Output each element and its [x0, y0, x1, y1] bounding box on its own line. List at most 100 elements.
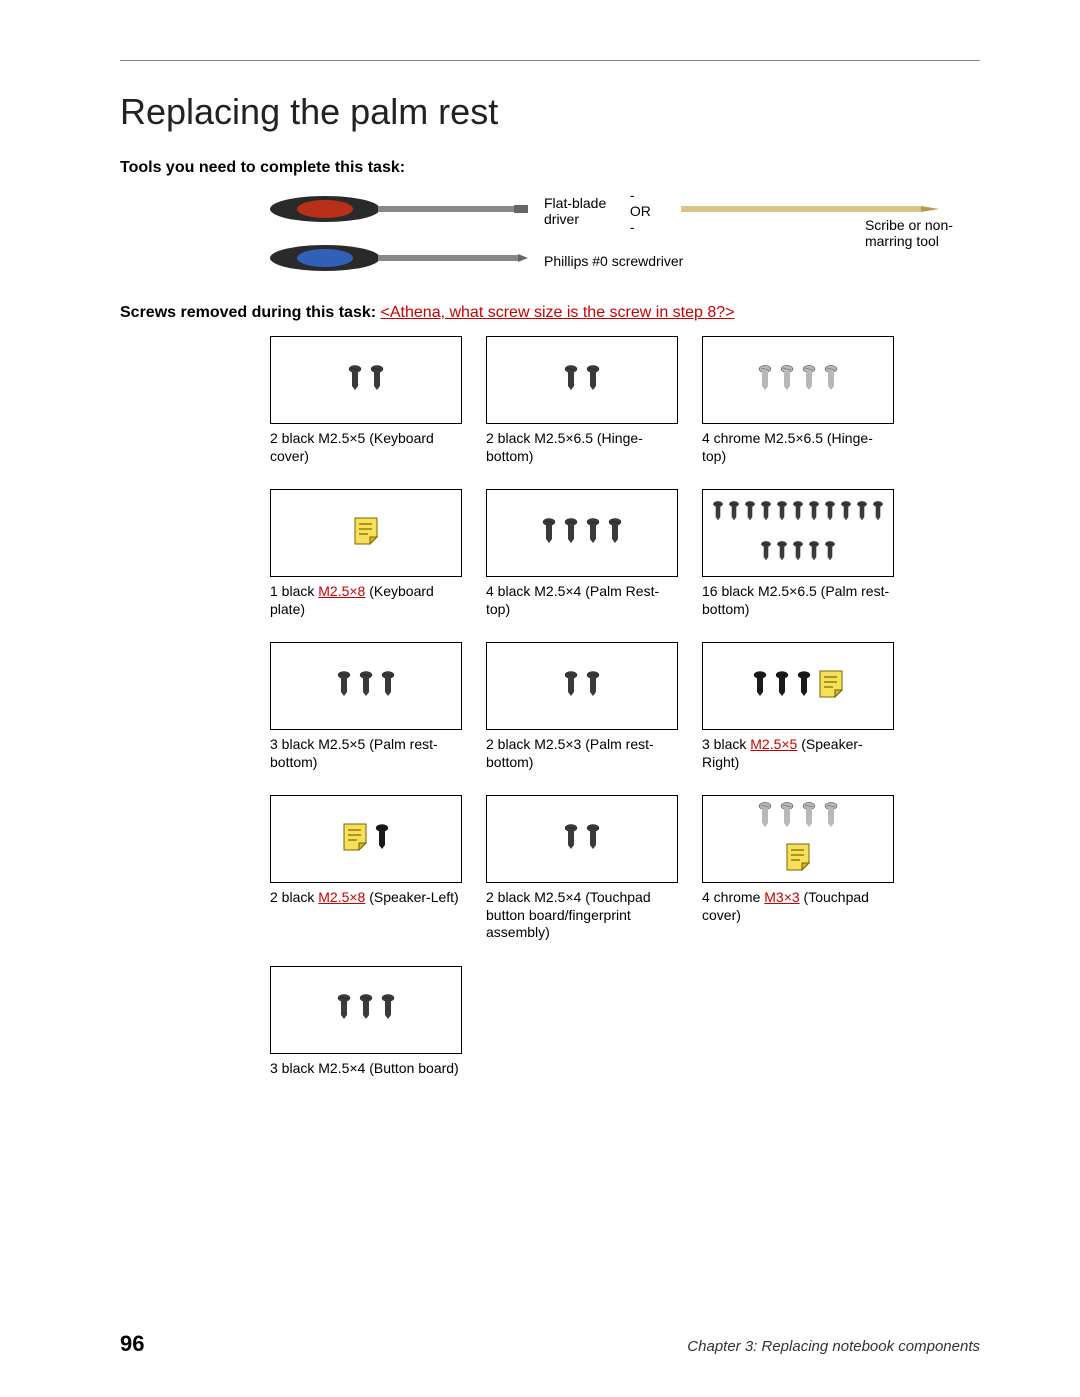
screw-icon — [348, 365, 362, 396]
screw-cell: 4 chrome M3×3 (Touchpad cover) — [702, 795, 894, 942]
screw-icon — [855, 501, 869, 526]
screw-icon — [839, 501, 853, 526]
phillips-driver-icon — [270, 243, 530, 278]
screw-icon — [727, 501, 741, 526]
screw-caption: 4 chrome M3×3 (Touchpad cover) — [702, 889, 894, 924]
screw-icon — [564, 518, 578, 549]
screw-cell: 2 black M2.5×6.5 (Hinge-bottom) — [486, 336, 678, 465]
page-footer: 96 Chapter 3: Replacing notebook compone… — [120, 1331, 980, 1357]
screw-cell: 3 black M2.5×4 (Button board) — [270, 966, 462, 1078]
screw-box — [702, 336, 894, 424]
screw-icon — [586, 365, 600, 396]
screw-box — [702, 642, 894, 730]
screw-icon — [564, 671, 578, 702]
screw-icon — [586, 824, 600, 855]
screw-icon — [775, 541, 789, 566]
screw-icon — [711, 501, 725, 526]
screw-caption: 2 black M2.5×3 (Palm rest-bottom) — [486, 736, 678, 771]
chapter-label: Chapter 3: Replacing notebook components — [687, 1338, 980, 1355]
screw-caption: 4 black M2.5×4 (Palm Rest-top) — [486, 583, 678, 618]
screws-heading: Screws removed during this task: <Athena… — [120, 304, 980, 322]
screw-icon — [753, 671, 767, 702]
flat-blade-label: Flat-blade driver — [544, 195, 616, 227]
screw-box — [486, 795, 678, 883]
screw-icon — [759, 541, 773, 566]
screw-icon — [780, 802, 794, 833]
caption-redlink[interactable]: M2.5×8 — [318, 889, 365, 905]
screw-caption: 2 black M2.5×8 (Speaker-Left) — [270, 889, 462, 907]
screw-box — [270, 966, 462, 1054]
screw-icon — [802, 365, 816, 396]
screw-icon — [823, 501, 837, 526]
caption-redlink[interactable]: M3×3 — [764, 889, 799, 905]
screw-icon — [780, 365, 794, 396]
screw-icon — [759, 501, 773, 526]
screw-icon — [871, 501, 885, 526]
screw-icon — [824, 802, 838, 833]
screw-cell: 2 black M2.5×8 (Speaker-Left) — [270, 795, 462, 942]
screw-icon — [370, 365, 384, 396]
caption-redlink[interactable]: M2.5×5 — [750, 736, 797, 752]
screw-box — [270, 336, 462, 424]
screw-caption: 2 black M2.5×5 (Keyboard cover) — [270, 430, 462, 465]
tools-section: Flat-blade driver - OR - Scribe or non-m… — [270, 187, 980, 278]
screw-icon — [743, 501, 757, 526]
caption-redlink[interactable]: M2.5×8 — [318, 583, 365, 599]
screw-cell: 2 black M2.5×4 (Touchpad button board/fi… — [486, 795, 678, 942]
screw-box — [270, 642, 462, 730]
screw-icon — [381, 994, 395, 1025]
screw-icon — [586, 671, 600, 702]
screw-icon — [758, 365, 772, 396]
phillips-label: Phillips #0 screwdriver — [544, 253, 683, 269]
screw-box — [486, 336, 678, 424]
screw-icon — [337, 994, 351, 1025]
flat-blade-driver-icon — [270, 194, 530, 229]
or-label: - OR - — [630, 187, 657, 235]
scribe-label: Scribe or non-marring tool — [865, 217, 980, 249]
screw-caption: 16 black M2.5×6.5 (Palm rest-bottom) — [702, 583, 894, 618]
screw-icon — [802, 802, 816, 833]
screw-caption: 3 black M2.5×5 (Speaker-Right) — [702, 736, 894, 771]
screw-icon — [542, 518, 556, 549]
screw-box — [702, 795, 894, 883]
screw-icon — [791, 501, 805, 526]
screw-icon — [823, 541, 837, 566]
note-icon — [354, 517, 378, 550]
screw-icon — [807, 501, 821, 526]
header-rule — [120, 60, 980, 61]
screw-box — [486, 489, 678, 577]
screw-icon — [337, 671, 351, 702]
screw-box — [486, 642, 678, 730]
tool-line-flat: Flat-blade driver - OR - Scribe or non-m… — [270, 187, 980, 235]
screws-heading-bold: Screws removed during this task: — [120, 304, 376, 321]
tools-heading: Tools you need to complete this task: — [120, 159, 980, 177]
screw-cell: 3 black M2.5×5 (Palm rest-bottom) — [270, 642, 462, 771]
screw-icon — [824, 365, 838, 396]
screw-box — [270, 489, 462, 577]
screw-cell: 4 chrome M2.5×6.5 (Hinge-top) — [702, 336, 894, 465]
screw-icon — [807, 541, 821, 566]
screw-caption: 3 black M2.5×4 (Button board) — [270, 1060, 462, 1078]
screw-caption: 2 black M2.5×4 (Touchpad button board/fi… — [486, 889, 678, 942]
screw-icon — [564, 824, 578, 855]
screw-icon — [791, 541, 805, 566]
screw-caption: 3 black M2.5×5 (Palm rest-bottom) — [270, 736, 462, 771]
screw-cell: 2 black M2.5×5 (Keyboard cover) — [270, 336, 462, 465]
screw-icon — [381, 671, 395, 702]
screw-box — [702, 489, 894, 577]
screws-heading-link[interactable]: <Athena, what screw size is the screw in… — [381, 304, 735, 321]
screw-icon — [797, 671, 811, 702]
screw-cell: 1 black M2.5×8 (Keyboard plate) — [270, 489, 462, 618]
screw-caption: 2 black M2.5×6.5 (Hinge-bottom) — [486, 430, 678, 465]
screw-cell: 16 black M2.5×6.5 (Palm rest-bottom) — [702, 489, 894, 618]
screw-cell: 3 black M2.5×5 (Speaker-Right) — [702, 642, 894, 771]
screw-icon — [775, 671, 789, 702]
note-icon — [343, 823, 367, 856]
screw-row — [709, 802, 887, 833]
note-icon — [819, 670, 843, 703]
screw-box — [270, 795, 462, 883]
note-icon — [709, 843, 887, 876]
page-number: 96 — [120, 1331, 144, 1357]
screw-caption: 4 chrome M2.5×6.5 (Hinge-top) — [702, 430, 894, 465]
screw-caption: 1 black M2.5×8 (Keyboard plate) — [270, 583, 462, 618]
